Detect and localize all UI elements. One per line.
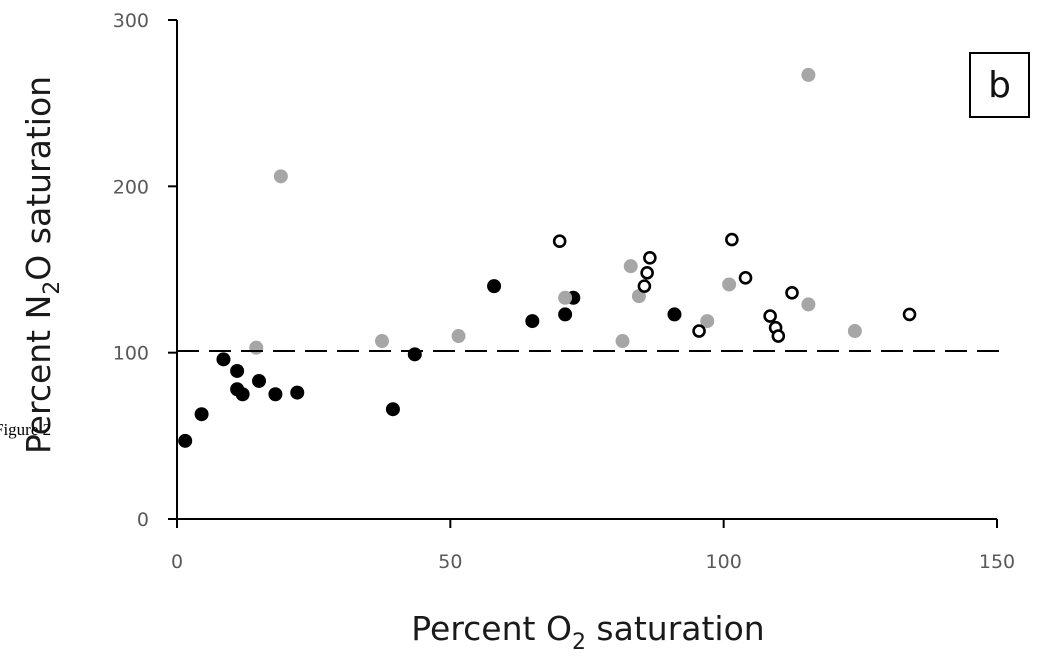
data-point-black — [290, 385, 305, 400]
data-point-black — [487, 279, 502, 294]
data-point-gray — [558, 290, 573, 305]
y-axis-title: Percent N2O saturation — [19, 76, 65, 454]
data-point-open — [725, 232, 739, 247]
x-tick-label: 0 — [171, 551, 183, 573]
data-points — [178, 67, 917, 448]
data-point-gray — [623, 259, 638, 274]
data-point-gray — [375, 334, 389, 349]
y-tick-label: 200 — [113, 176, 149, 198]
data-point-open — [771, 329, 786, 343]
data-point-gray — [722, 277, 737, 292]
data-point-black — [178, 433, 193, 448]
data-point-black — [525, 314, 540, 329]
data-point-black — [252, 373, 266, 388]
data-point-black — [268, 387, 283, 402]
data-point-gray — [801, 297, 816, 312]
data-point-open — [738, 271, 753, 285]
x-ticks: 0 50 100 150 — [171, 519, 1015, 573]
data-point-gray — [615, 334, 630, 349]
data-point-open — [902, 307, 917, 322]
x-axis-title: Percent O2 saturation — [411, 609, 764, 655]
data-point-open — [692, 324, 706, 338]
data-point-black — [230, 363, 245, 378]
y-ticks: 0 100 200 300 — [113, 10, 177, 531]
data-point-black — [407, 347, 422, 362]
figure-caption: Figure 2 — [0, 420, 52, 439]
data-point-black — [235, 387, 250, 402]
data-point-gray — [801, 67, 816, 82]
data-point-black — [216, 352, 231, 367]
x-tick-label: 50 — [438, 551, 462, 573]
data-point-gray — [451, 329, 466, 344]
x-tick-label: 150 — [979, 551, 1015, 573]
data-point-gray — [700, 314, 715, 329]
data-point-gray — [273, 169, 288, 184]
data-point-black — [385, 402, 400, 417]
data-point-open — [763, 309, 777, 323]
data-point-gray — [847, 324, 862, 339]
data-point-open — [640, 266, 654, 280]
data-point-black — [194, 407, 209, 422]
data-point-open — [552, 234, 567, 249]
data-point-open — [643, 251, 657, 265]
data-point-open — [637, 279, 652, 293]
y-tick-label: 100 — [113, 343, 149, 365]
data-point-black — [667, 307, 682, 322]
data-point-black — [558, 307, 573, 322]
data-point-gray — [249, 340, 264, 355]
panel-label: b — [988, 65, 1011, 106]
data-point-open — [785, 285, 799, 300]
y-tick-label: 0 — [137, 509, 149, 531]
y-tick-label: 300 — [113, 10, 149, 32]
panel-label-box: b — [969, 52, 1030, 118]
x-tick-label: 100 — [706, 551, 742, 573]
